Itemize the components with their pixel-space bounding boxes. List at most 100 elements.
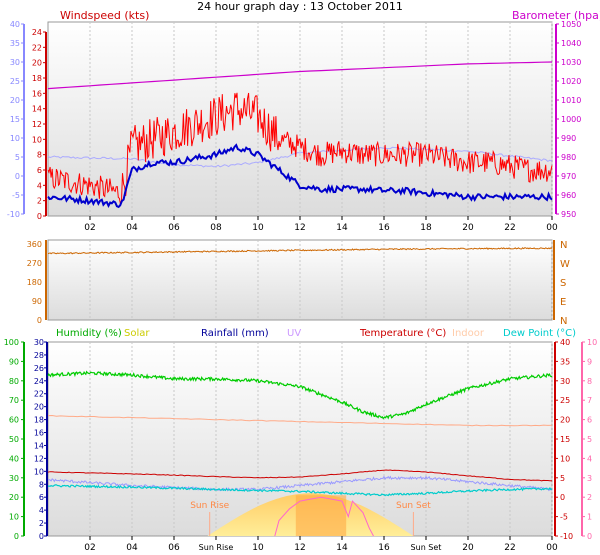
- direction-tick-label: 360: [27, 240, 42, 249]
- barometer-tick-label: 1000: [561, 115, 581, 124]
- uv-tick-label: 4: [587, 454, 592, 463]
- uv-tick-label: 1: [587, 513, 592, 522]
- uv-line: [274, 496, 374, 537]
- windspeed-tick-label: 14: [32, 105, 42, 114]
- windspeed-axis-label: Windspeed (kts): [60, 9, 149, 22]
- temperature-tick-label: 35: [560, 357, 570, 366]
- panel3-x-tick-label: 04: [126, 543, 138, 553]
- uv-tick-label: 7: [587, 396, 592, 405]
- humidity-tick-label: 10: [9, 513, 19, 522]
- windspeed-tick-label: 24: [32, 28, 42, 37]
- rainfall-tick-label: 16: [34, 429, 44, 438]
- windspeed-tick-label: 2: [37, 197, 42, 206]
- panel1-x-tick-label: 10: [252, 223, 264, 233]
- barometer-tick-label: 1050: [561, 20, 581, 29]
- windspeed-tick-label: 20: [32, 59, 42, 68]
- solar-peak: [295, 495, 347, 536]
- windspeed-tick-label: 22: [32, 43, 42, 52]
- humidity-tick-label: 30: [9, 474, 19, 483]
- panel1-x-tick-label: 04: [126, 223, 138, 233]
- far-left-tick-label: 15: [10, 115, 20, 124]
- legend-label: UV: [287, 328, 301, 339]
- panel3-x-tick-label: 12: [294, 543, 305, 553]
- chart-title: 24 hour graph day : 13 October 2011: [197, 0, 403, 13]
- direction-tick-label: 180: [27, 278, 42, 287]
- wind-pressure-panel: -10-505101520253035400246810121416182022…: [7, 20, 581, 233]
- humidity-tick-label: 50: [9, 435, 19, 444]
- lavender-line: [47, 475, 553, 492]
- temperature-tick-label: 10: [560, 454, 570, 463]
- humidity-tick-label: 60: [9, 416, 19, 425]
- dewpoint-line: [48, 484, 553, 497]
- barometer-tick-label: 980: [561, 153, 576, 162]
- panel1-x-tick-label: 02: [84, 223, 95, 233]
- humidity-tick-label: 70: [9, 396, 19, 405]
- temperature-tick-label: 25: [560, 396, 570, 405]
- barometer-tick-label: 1030: [561, 58, 581, 67]
- uv-tick-label: 8: [587, 377, 592, 386]
- far-left-tick-label: -10: [7, 210, 20, 219]
- temperature-tick-label: 20: [560, 416, 570, 425]
- panel1-x-tick-label: 14: [336, 223, 348, 233]
- far-left-tick-label: 10: [10, 134, 20, 143]
- windspeed-tick-label: 12: [32, 120, 42, 129]
- direction-tick-label: 270: [27, 259, 42, 268]
- panel3-x-tick-label: 20: [462, 543, 474, 553]
- windspeed-tick-label: 0: [37, 212, 42, 221]
- uv-tick-label: 0: [587, 532, 592, 541]
- temperature-line: [47, 469, 553, 482]
- windspeed-tick-label: 6: [37, 166, 42, 175]
- direction-tick-label: 0: [37, 316, 42, 325]
- legend-label: Indoor: [452, 328, 485, 339]
- panel1-x-tick-label: 06: [168, 223, 180, 233]
- barometer-tick-label: 1010: [561, 96, 581, 105]
- far-left-tick-label: 0: [15, 172, 20, 181]
- compass-label: S: [560, 278, 566, 289]
- panel1-x-tick-label: 22: [504, 223, 515, 233]
- legend-label: Rainfall (mm): [201, 328, 269, 339]
- legend-label: Temperature (°C): [359, 328, 446, 339]
- compass-label: N: [560, 240, 567, 251]
- far-left-tick-label: 25: [10, 77, 20, 86]
- panel1-x-tick-label: 18: [420, 223, 432, 233]
- panel3-x-tick-label: 22: [504, 543, 515, 553]
- uv-tick-label: 5: [587, 435, 592, 444]
- uv-tick-label: 3: [587, 474, 592, 483]
- far-left-tick-label: 35: [10, 39, 20, 48]
- rainfall-tick-label: 10: [34, 467, 44, 476]
- windspeed-tick-label: 4: [37, 181, 42, 190]
- uv-tick-label: 9: [587, 357, 592, 366]
- panel3-x-tick-label: Sun Set: [411, 543, 442, 552]
- direction-tick-label: 90: [32, 297, 42, 306]
- temp-humidity-panel: Humidity (%) Solar Rainfall (mm) UV Temperat…: [4, 328, 597, 553]
- rainfall-tick-label: 18: [34, 416, 44, 425]
- rainfall-tick-label: 24: [34, 377, 44, 386]
- rainfall-tick-label: 2: [39, 519, 44, 528]
- panel3-x-tick-label: Sun Rise: [199, 543, 234, 552]
- temperature-tick-label: 30: [560, 377, 570, 386]
- far-left-tick-label: 5: [15, 153, 20, 162]
- gust-line: [47, 92, 553, 206]
- indoor-line: [47, 414, 553, 427]
- far-left-tick-label: -5: [12, 191, 20, 200]
- panel3-x-tick-label: 00: [546, 543, 558, 553]
- rainfall-tick-label: 4: [39, 506, 44, 515]
- panel3-x-tick-label: 16: [378, 543, 390, 553]
- temperature-tick-label: 5: [560, 474, 565, 483]
- barometer-tick-label: 1040: [561, 39, 581, 48]
- windspeed-tick-label: 16: [32, 89, 42, 98]
- humidity-tick-label: 100: [4, 338, 19, 347]
- rainfall-tick-label: 22: [34, 390, 44, 399]
- rainfall-tick-label: 28: [34, 351, 44, 360]
- temperature-tick-label: -10: [560, 532, 573, 541]
- barometer-tick-label: 970: [561, 172, 576, 181]
- rainfall-tick-label: 12: [34, 454, 44, 463]
- humidity-line: [47, 370, 553, 420]
- average-windspeed-line: [47, 143, 553, 209]
- wind-direction-line: [47, 247, 553, 255]
- humidity-tick-label: 20: [9, 493, 19, 502]
- windspeed-tick-label: 10: [32, 135, 42, 144]
- compass-label: N: [560, 316, 567, 327]
- temperature-tick-label: 40: [560, 338, 570, 347]
